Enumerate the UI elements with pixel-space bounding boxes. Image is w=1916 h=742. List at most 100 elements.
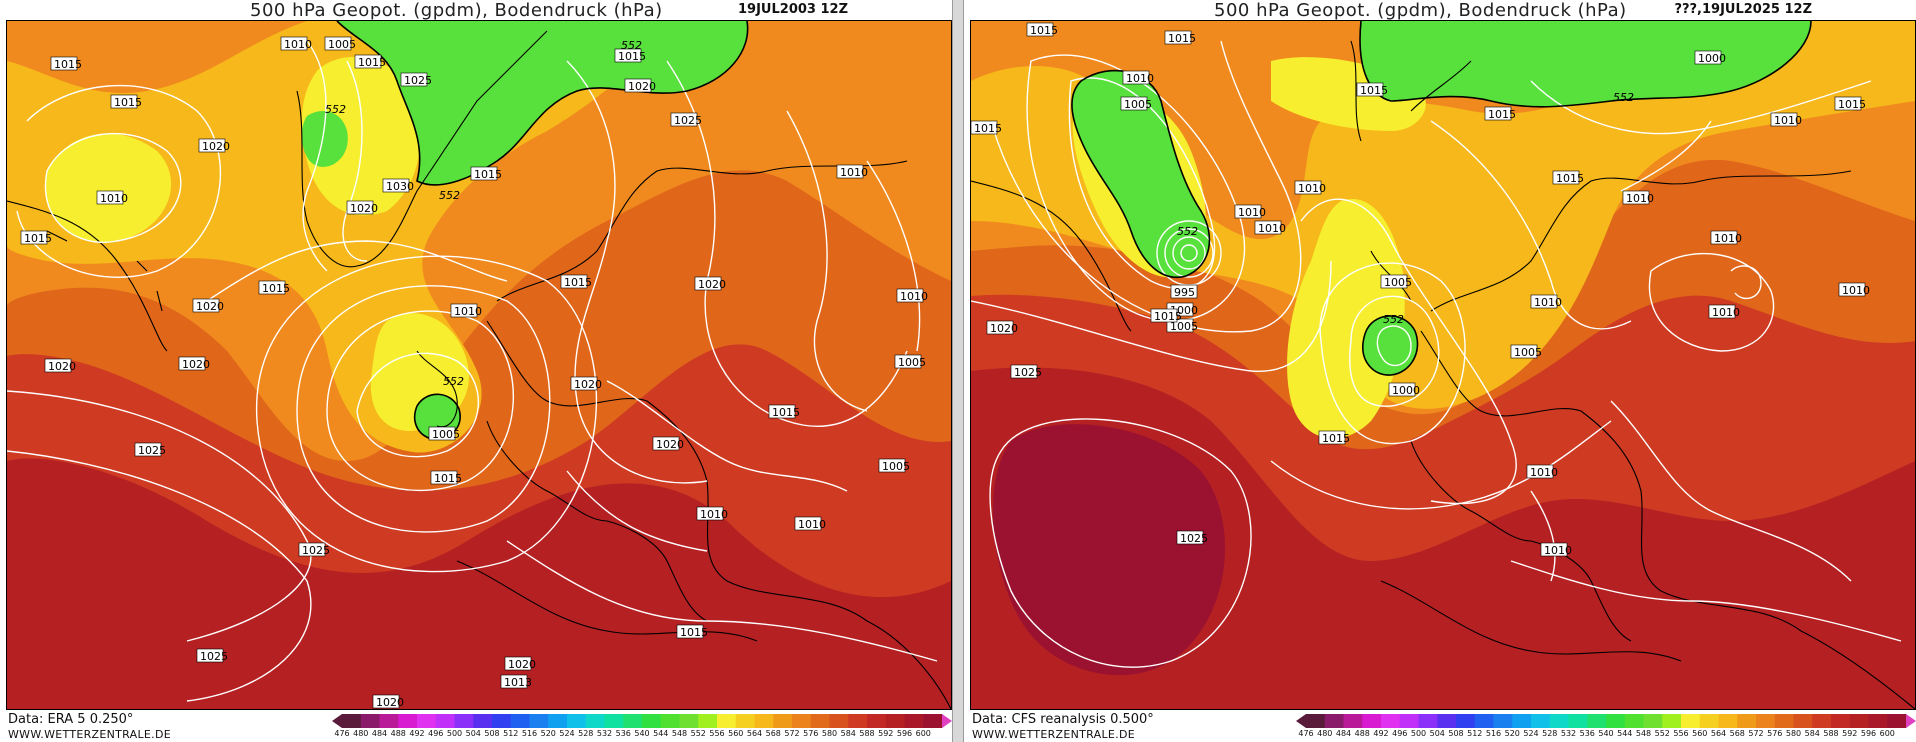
svg-text:1010: 1010 xyxy=(1774,114,1802,127)
svg-text:1030: 1030 xyxy=(386,180,414,193)
svg-text:1015: 1015 xyxy=(772,406,800,419)
colorbar-label: 564 xyxy=(746,729,763,738)
svg-text:1015: 1015 xyxy=(564,276,592,289)
isobar-label: 1020 xyxy=(372,694,404,709)
colorbar-cell xyxy=(1756,714,1776,728)
isobar-label: 1020 xyxy=(986,320,1018,335)
isobar-label: 1005 xyxy=(1380,274,1412,289)
colorbar-label: 532 xyxy=(596,729,613,738)
colorbar-label: 540 xyxy=(1598,729,1614,738)
svg-text:1025: 1025 xyxy=(200,650,228,663)
isobar-label: 1010 xyxy=(1708,304,1740,319)
isobar-label: 1020 xyxy=(178,356,210,371)
svg-text:1015: 1015 xyxy=(434,472,462,485)
colorbar-cell xyxy=(398,714,418,728)
isobar-label: 1010 xyxy=(1294,180,1326,195)
colorbar-right xyxy=(1296,714,1916,728)
svg-text:1010: 1010 xyxy=(100,192,128,205)
svg-text:1020: 1020 xyxy=(508,658,536,671)
colorbar-label: 556 xyxy=(709,729,725,738)
svg-text:1010: 1010 xyxy=(798,518,826,531)
svg-text:1010: 1010 xyxy=(1258,222,1286,235)
site-credit: WWW.WETTERZENTRALE.DE xyxy=(972,728,1135,741)
svg-text:1010: 1010 xyxy=(1712,306,1740,319)
isobar-label: 1015 xyxy=(354,54,386,69)
colorbar-cell xyxy=(735,714,755,728)
colorbar-cell xyxy=(679,714,699,728)
isobar-label: 1020 xyxy=(624,78,656,93)
svg-text:1025: 1025 xyxy=(404,74,432,87)
site-credit: WWW.WETTERZENTRALE.DE xyxy=(8,728,171,741)
isobar-label: 1005 xyxy=(428,426,460,441)
colorbar-cell xyxy=(1681,714,1701,728)
colorbar-label: 596 xyxy=(896,729,913,738)
svg-text:1015: 1015 xyxy=(1556,172,1584,185)
svg-text:1010: 1010 xyxy=(1534,296,1562,309)
isobar-label: 1015 xyxy=(1026,22,1058,37)
gp-label: 552 xyxy=(325,103,346,116)
isobar-label: 1015 xyxy=(50,56,82,71)
isobar-label: 1015 xyxy=(258,280,290,295)
isobar-label: 1015 xyxy=(1356,82,1388,97)
colorbar-cell xyxy=(1549,714,1569,728)
isobar-label: 1010 xyxy=(1526,464,1558,479)
svg-text:1025: 1025 xyxy=(1180,532,1208,545)
colorbar-label: 516 xyxy=(521,729,538,738)
colorbar-label: 552 xyxy=(690,729,706,738)
isobar-label: 995 xyxy=(1170,284,1198,299)
colorbar-label: 560 xyxy=(728,729,744,738)
colorbar-label: 560 xyxy=(1692,729,1708,738)
svg-text:1005: 1005 xyxy=(432,428,460,441)
svg-text:1015: 1015 xyxy=(680,626,708,639)
weather-map-2025: 1015 1015 1010 1005 1015 1000 1015 1015 … xyxy=(970,20,1916,710)
field-green-greenland xyxy=(301,111,348,167)
map-title: 500 hPa Geopot. (gpdm), Bodendruck (hPa) xyxy=(1214,0,1627,21)
colorbar-label: 524 xyxy=(1523,729,1539,738)
isobar-labels-right: 1015 1015 1010 1005 1015 1000 1015 1015 … xyxy=(971,22,1870,557)
svg-text:1015: 1015 xyxy=(1030,24,1058,37)
isobar-label: 1000 xyxy=(1694,50,1726,65)
colorbar-cell xyxy=(1849,714,1869,728)
isobar-label: 1015 xyxy=(1164,30,1196,45)
colorbar-cell xyxy=(1493,714,1513,728)
svg-text:1000: 1000 xyxy=(1392,384,1420,397)
field-light-orange xyxy=(971,21,1915,409)
colorbar-label: 600 xyxy=(1879,729,1895,738)
field-maroon xyxy=(992,424,1225,676)
colorbar-cell xyxy=(923,714,943,728)
svg-text:1020: 1020 xyxy=(698,278,726,291)
colorbar-cell xyxy=(1418,714,1438,728)
isobar-label: 1005 xyxy=(1120,96,1152,111)
colorbar-cell xyxy=(848,714,868,728)
isobar-label: 1020 xyxy=(198,138,230,153)
svg-text:1010: 1010 xyxy=(700,508,728,521)
gp-552-line xyxy=(1071,21,1812,376)
colorbar-label: 516 xyxy=(1485,729,1502,738)
svg-text:1010: 1010 xyxy=(1298,182,1326,195)
svg-text:1025: 1025 xyxy=(1014,366,1042,379)
colorbar-cell xyxy=(1793,714,1813,728)
gp-labels-right: 552 552 552 xyxy=(1177,91,1634,326)
colorbar-label: 588 xyxy=(859,729,875,738)
svg-text:1020: 1020 xyxy=(48,360,76,373)
isobar-label: 1015 xyxy=(110,94,142,109)
colorbar-cell xyxy=(1324,714,1344,728)
colorbar-cell xyxy=(360,714,380,728)
svg-text:1015: 1015 xyxy=(1488,108,1516,121)
isobar-label: 1030 xyxy=(382,178,414,193)
svg-text:1015: 1015 xyxy=(358,56,386,69)
colorbar-label: 576 xyxy=(1767,729,1783,738)
gp-label: 552 xyxy=(439,189,460,202)
colorbar-label: 572 xyxy=(1748,729,1764,738)
field-green-north xyxy=(337,21,748,185)
isobar-label: 1025 xyxy=(1010,364,1042,379)
map-canvas-left: 1015 1010 1005 1015 1020 1025 1015 1030 … xyxy=(7,21,951,709)
colorbar-label: 476 xyxy=(1298,729,1314,738)
colorbar-cell xyxy=(1887,714,1907,728)
colorbar-label: 552 xyxy=(1654,729,1670,738)
svg-text:1005: 1005 xyxy=(1170,320,1198,333)
gp-label: 552 xyxy=(1177,225,1198,238)
isobar-label: 1010 xyxy=(1122,70,1154,85)
coastlines xyxy=(7,30,951,709)
colorbar-label: 524 xyxy=(559,729,575,738)
